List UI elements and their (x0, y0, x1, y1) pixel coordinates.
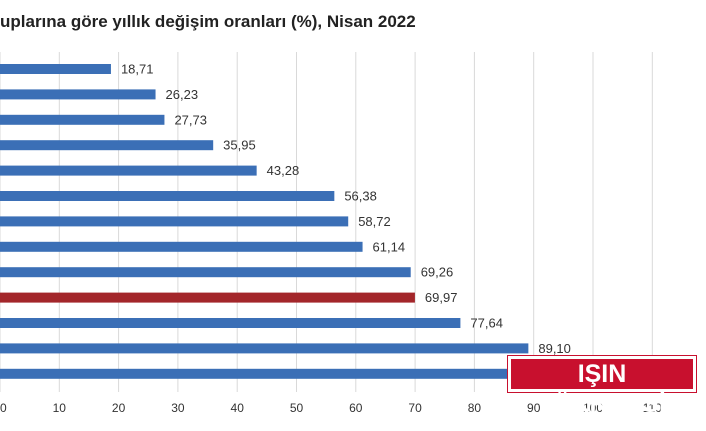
bar (0, 114, 165, 125)
bar-value-label: 43,28 (267, 163, 300, 178)
x-axis-ticks: 01020304050607080901001101 (0, 401, 662, 415)
x-tick-label: 40 (231, 401, 245, 415)
bar-value-label: 69,97 (425, 290, 458, 305)
x-tick-label: 100 (583, 401, 603, 415)
x-tick-label: 60 (349, 401, 363, 415)
bar (0, 241, 363, 252)
bar-value-label: 77,64 (470, 316, 503, 331)
bar (0, 165, 257, 176)
bar-value-label: 35,95 (223, 138, 256, 153)
bar-value-label: 27,73 (174, 112, 207, 127)
bar (0, 64, 111, 74)
x-tick-label: 80 (468, 401, 482, 415)
bar (0, 368, 540, 379)
x-tick-label: 90 (527, 401, 541, 415)
bar (0, 343, 529, 354)
bar (0, 267, 411, 278)
bar-value-label: 61,14 (373, 239, 406, 254)
x-tick-label: 110 (643, 401, 662, 415)
bars (0, 64, 540, 379)
x-tick-label: 20 (112, 401, 126, 415)
bar-value-label: 58,72 (358, 214, 391, 229)
x-tick-label: 70 (408, 401, 422, 415)
bar (0, 191, 335, 201)
bar-value-label: 56,38 (344, 189, 377, 204)
bar-value-label: 26,23 (166, 87, 199, 102)
bar (0, 318, 461, 328)
bar-highlight (0, 292, 415, 303)
bar (0, 140, 214, 151)
bar-value-label: 18,71 (121, 62, 154, 77)
value-labels: 18,71 26,23 27,73 35,95 43,28 56,38 58,72 61,14… (121, 62, 571, 356)
x-tick-label: 30 (171, 401, 185, 415)
chart-title: uplarına göre yıllık değişim oranları (%… (0, 12, 416, 31)
bar-value-label: 69,26 (421, 265, 454, 280)
x-tick-label: 10 (53, 401, 67, 415)
bar (0, 216, 349, 227)
x-tick-label: 50 (290, 401, 304, 415)
bar (0, 89, 156, 100)
watermark-logo: IŞIN TÜRKÇESİ (508, 356, 696, 418)
bar-value-label: 89,10 (538, 341, 571, 356)
x-tick-label: 0 (0, 401, 7, 415)
